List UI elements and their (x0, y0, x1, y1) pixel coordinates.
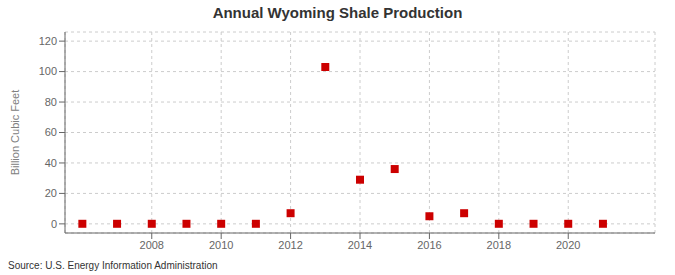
svg-text:2016: 2016 (417, 239, 441, 251)
svg-text:Billion Cubic Feet: Billion Cubic Feet (9, 90, 21, 176)
svg-text:120: 120 (39, 35, 57, 47)
svg-text:0: 0 (51, 218, 57, 230)
svg-text:100: 100 (39, 65, 57, 77)
html-text:Annual Wyoming Shale Productio: Annual Wyoming Shale Production (212, 4, 463, 21)
svg-text:2020: 2020 (556, 239, 580, 251)
svg-text:2018: 2018 (487, 239, 511, 251)
svg-text:80: 80 (45, 96, 57, 108)
svg-text:40: 40 (45, 157, 57, 169)
svg-text:60: 60 (45, 126, 57, 138)
svg-text:2014: 2014 (348, 239, 372, 251)
svg-text:2010: 2010 (209, 239, 233, 251)
svg-text:20: 20 (45, 187, 57, 199)
svg-text:2012: 2012 (278, 239, 302, 251)
svg-text:2008: 2008 (140, 239, 164, 251)
html-text:Source: U.S. Energy Informatio: Source: U.S. Energy Information Administ… (8, 260, 218, 271)
